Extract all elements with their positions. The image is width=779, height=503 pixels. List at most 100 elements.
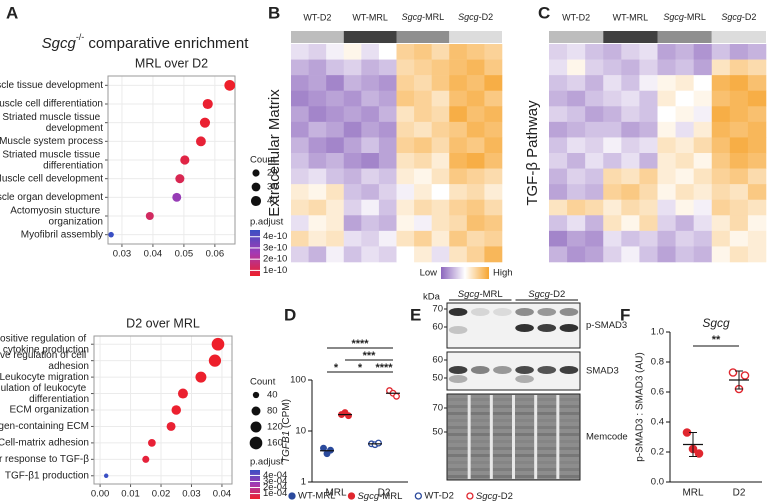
category-label: Muscle cell development: [0, 173, 103, 184]
heatmap-cell: [361, 246, 380, 263]
heatmap-cell: [621, 90, 640, 107]
heatmap-cell: [449, 106, 468, 123]
heatmap-cell: [361, 199, 380, 216]
heatmap-cell: [621, 121, 640, 138]
heatmap-cell: [361, 121, 380, 138]
heatmap-cell: [549, 90, 568, 107]
legend-dot: [249, 436, 263, 450]
heatmap-cell: [675, 90, 694, 107]
category-label: Cellular response to TGF-β: [0, 454, 89, 465]
heatmap-cell: [621, 137, 640, 154]
heatmap-cell: [729, 199, 749, 216]
text-part: -D2: [479, 12, 494, 22]
heatmap-cell: [639, 199, 658, 216]
colorbar: [250, 470, 260, 499]
heatmap-cell: [378, 184, 397, 201]
heatmap-cell: [343, 246, 362, 263]
panel-letter: F: [620, 305, 630, 324]
heatmap-cell: [621, 153, 640, 169]
group-bar: [549, 31, 604, 43]
heatmap-cell: [675, 137, 694, 154]
text-part: development: [46, 123, 103, 134]
heatmap-cell: [414, 59, 432, 76]
heatmap-cell: [675, 184, 694, 201]
heatmap-cell: [747, 230, 767, 247]
heatmap-cell: [675, 246, 694, 263]
heatmap-cell: [585, 168, 604, 185]
marker-label: 50: [432, 373, 443, 384]
heatmap-cell: [466, 215, 485, 232]
heatmap-cell: [308, 230, 327, 247]
heatmap-cell: [466, 90, 485, 107]
heatmap-cell: [484, 75, 503, 92]
y-tick-label: 0.4: [651, 417, 664, 428]
heatmap-cell: [675, 199, 694, 216]
heatmap-cell: [747, 168, 767, 185]
text-part: organization: [49, 216, 103, 227]
heatmap-cell: [657, 153, 676, 169]
text-part: Sgcg: [476, 491, 498, 502]
heatmap-cell: [711, 44, 731, 60]
heatmap-cell: [603, 230, 622, 247]
point: [694, 449, 704, 458]
heatmap-cell: [378, 168, 397, 185]
dot: [172, 192, 182, 202]
y-axis-label: TGFB1 (CPM): [281, 399, 292, 463]
heatmap-cell: [378, 121, 397, 138]
heatmap-cell: [585, 44, 604, 60]
heatmap-cell: [639, 121, 658, 138]
heatmap-cell: [466, 199, 485, 216]
heatmap-colorbar: [441, 267, 489, 279]
heatmap-cell: [414, 168, 432, 185]
blot-band: [448, 375, 468, 383]
heatmap-cell: [431, 199, 450, 216]
blot-band: [515, 308, 534, 316]
heatmap-cell: [747, 121, 767, 138]
heatmap-cell: [585, 106, 604, 123]
heatmap-cell: [326, 59, 345, 76]
heatmap-cell: [693, 199, 713, 216]
heatmap-cell: [693, 106, 713, 123]
marker-label: 60: [432, 322, 443, 333]
kda-label: kDa: [423, 292, 441, 303]
colorbar-label: 2e-04: [263, 482, 287, 493]
heatmap-cell: [603, 59, 622, 76]
heatmap-cell: [603, 246, 622, 263]
heatmap-cell: [711, 230, 731, 247]
heatmap-cell: [729, 184, 749, 201]
heatmap-cell: [343, 121, 362, 138]
category-label: Muscle organ development: [0, 192, 103, 203]
plot-title: D2 over MRL: [126, 316, 200, 330]
panel-letter: E: [410, 305, 421, 324]
heatmap-cell: [711, 199, 731, 216]
legend-marker: [347, 492, 356, 500]
dot: [142, 455, 150, 463]
heatmap-cell: [361, 215, 380, 232]
heatmap-cell: [396, 168, 415, 185]
heatmap-cell: [449, 246, 468, 263]
y-axis-label: p-SMAD3 : SMAD3 (AU): [635, 352, 646, 461]
heatmap-cell: [585, 246, 604, 263]
heatmap-cell: [567, 59, 586, 76]
heatmap-cell: [396, 230, 415, 247]
heatmap-cell: [603, 199, 622, 216]
heatmap-cell: [378, 137, 397, 154]
heatmap-cell: [567, 121, 586, 138]
category-label: TGF-β1 production: [5, 470, 89, 481]
heatmap-cell: [361, 153, 380, 169]
text-part: -MRL: [379, 491, 402, 502]
heatmap-cell: [729, 246, 749, 263]
heatmap-cell: [378, 90, 397, 107]
text-part: Sgcg: [721, 12, 742, 22]
blot-band: [537, 366, 557, 374]
heatmap-cell: [639, 44, 658, 60]
heatmap-cell: [326, 153, 345, 169]
heatmap-cell: [549, 121, 568, 138]
heatmap-cell: [466, 59, 485, 76]
error-bar: [689, 432, 697, 457]
y-tick-label: 100: [290, 375, 306, 386]
heatmap-cell: [308, 106, 327, 123]
heatmap-cell: [549, 215, 568, 232]
dot: [103, 473, 109, 479]
y-tick-label: 1.0: [651, 327, 664, 338]
